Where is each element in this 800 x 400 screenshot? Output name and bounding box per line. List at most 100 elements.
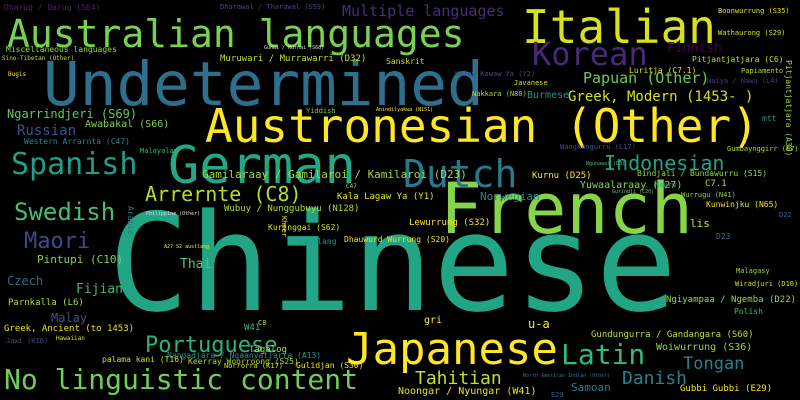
word-latin: Latin: [561, 338, 646, 371]
word-gubbi-gubbi: Gubbi Gubbi (E29): [680, 384, 773, 394]
word-no-linguistic-content: No linguistic content: [4, 363, 359, 396]
word-western-arrarnta: Western Arrarnta (C47): [24, 137, 130, 146]
word-yiddish: Yiddish: [306, 107, 336, 115]
word-ngiyampaa: Ngiyampaa / Ngemba (D22): [666, 295, 797, 305]
word-arabic: Arabic: [126, 206, 135, 235]
word-austlang: austlang: [298, 237, 337, 246]
word-muruwari: Muruwari / Murrawarri (D32): [220, 54, 367, 64]
word-sino-tibetan: Sino-Tibetan (Other): [2, 55, 75, 62]
word-nangadjara: Nangadjara / Ngaanyatjarra (A13): [167, 351, 322, 360]
word-malagasy: Malagasy: [736, 267, 770, 275]
word-dharug: Dharug / Darug (S64): [4, 3, 101, 12]
word-mtt: mtt: [762, 114, 777, 123]
word-austronesian-other: Austronesian (Other): [205, 99, 759, 153]
word-wurrugu: Wurrugu (N41): [681, 191, 736, 199]
word-noongar: Noongar / Nyungar (W41): [398, 386, 537, 397]
word-anindilyakwa: Anindilyakwa (N151): [376, 107, 434, 113]
word-gurindji: Gurindji (C20): [612, 189, 655, 195]
word-nakkara: Nakkara (N80): [472, 90, 527, 98]
word-d23: D23: [716, 232, 731, 241]
word-tagalog: Tagalog: [249, 345, 287, 355]
word-woiwurrung: Woiwurrung (S36): [656, 342, 753, 353]
word-greek-modern: Greek, Modern (1453- ): [568, 89, 754, 105]
word-javanese: Javanese: [514, 79, 548, 87]
word-hawaiian: Hawaiian: [56, 335, 85, 342]
word-portuguese: Portuguese: [145, 333, 278, 358]
word-papiamento: Papiamento: [741, 67, 784, 75]
word-samoan: Samoan: [571, 381, 611, 394]
word-multiple-languages: Multiple languages: [342, 2, 505, 20]
word-lewurrung: Lewurrung (S32): [409, 218, 491, 228]
word-spanish: Spanish: [11, 147, 138, 182]
word-tahitian: Tahitian: [415, 368, 502, 389]
word-greek-ancient: Greek, Ancient (to 1453): [4, 324, 135, 334]
word-pitjantjatjara-c6: Pitjantjatjara (C6): [692, 55, 784, 64]
word-burmese: Burmese: [527, 90, 570, 101]
word-kunwinjku: Kunwinjku (N65): [706, 200, 779, 209]
word-w41: W41: [244, 323, 261, 333]
word-dutch: Dutch: [403, 152, 518, 196]
word-gumbaynggirr: Gumbaynggirr (E7): [727, 145, 799, 153]
word-norwegian: Norwegian: [480, 190, 540, 203]
word-d22: D22: [779, 211, 792, 219]
word-wiradjuri: Wiradjuri (D10): [735, 280, 799, 288]
word-danish: Danish: [622, 368, 688, 389]
word-tongan: Tongan: [683, 354, 745, 374]
word-malay: Malay: [51, 311, 88, 325]
word-boonwurrung: Boonwurrung (S35): [718, 7, 790, 15]
word-pintupi: Pintupi (C10): [37, 253, 124, 266]
word-norrorra: Norrorra (K17): [224, 362, 284, 370]
word-khmer: Khmer: [280, 216, 288, 238]
word-bindjali: Bindjali / Bundawurru (S15): [637, 169, 768, 178]
word-kuringgai: Kuringgai (S62): [268, 223, 341, 232]
word-swedish: Swedish: [14, 198, 116, 226]
word-lis: lis: [690, 217, 710, 230]
word-kalaw-kawaw-ya: Kalaw Kawaw Ya (Y2): [455, 70, 536, 78]
word-c7-1: C7.1: [705, 179, 727, 189]
word-pitjantjatjara-a38: Pitjantjatjara (A38): [784, 60, 793, 157]
word-russian: Russian: [17, 123, 77, 139]
word-gunai: Gunai / Kurnai (S68): [264, 45, 325, 51]
word-sanskrit: Sanskrit: [386, 57, 425, 66]
word-wubuy: Wubuy / Nunggubuyu (N128): [224, 204, 360, 214]
word-chinese: Chinese: [108, 185, 677, 342]
word-gamilaraay: Gamilaraay / Gamilaroi / Kamilaroi (D23): [202, 168, 467, 181]
word-c8: C8: [258, 319, 267, 327]
word-gulidjan: Gulidjan (S30): [296, 361, 364, 370]
word-polish: Polish: [734, 307, 763, 316]
word-parnkalla: Parnkalla (L6): [8, 298, 84, 308]
word-miscellaneous-languages: Miscellaneous languages: [6, 45, 117, 54]
word-thai: Thai: [180, 257, 212, 272]
word-arrernte-c8: Arrernte (C8): [145, 182, 302, 206]
word-dharawal: Dharawal / Tharawal (S59): [220, 3, 326, 11]
word-wathaurong: Wathaurong (S29): [718, 29, 786, 37]
word-philippine: Philippine (Other): [146, 211, 201, 217]
word-wangkangurru: Wangkangurru (L17): [560, 143, 636, 151]
word-french: French: [440, 168, 693, 250]
word-japanese: Japanese: [346, 324, 558, 375]
word-papuan-other: Papuan (Other): [583, 69, 710, 87]
word-kurnu: Kurnu (D25): [532, 171, 592, 181]
word-undetermined: Undetermined: [43, 49, 484, 120]
word-a27-s2: A27 S2 austlang: [164, 244, 210, 250]
word-korean: Korean: [532, 35, 648, 73]
word-u-a: u-a: [528, 317, 550, 331]
word-gundungurra: Gundungurra / Gandangara (S60): [591, 330, 754, 340]
word-yuwaalaraay: Yuwaalaraay (D27): [580, 180, 683, 191]
word-ngarrindjeri: Ngarrindjeri (S69): [7, 107, 138, 121]
word-australian-languages: Australian languages: [7, 12, 465, 56]
word-keerray-woorroong: Keerray Woorroong (S25): [188, 357, 299, 366]
word-naiya: Naiya / Nawu (L4): [707, 77, 779, 85]
word-gri: gri: [424, 315, 443, 326]
word-fijian: Fijian: [76, 282, 123, 297]
word-c47: C47: [346, 183, 357, 190]
word-jawi: Jawi (K16): [6, 337, 49, 345]
word-bugis: Bugis: [8, 71, 27, 78]
word-north-american-indian: North American Indian (Other): [523, 373, 611, 379]
word-ngunawal: Ngunawal (D3): [586, 161, 626, 167]
word-e29: E29: [551, 391, 564, 399]
word-maori: Maori: [24, 229, 91, 254]
word-dhauwurd-wurrung: Dhauwurd Wurrung (S20): [344, 235, 450, 244]
word-luritja: Luritja (C7.1): [629, 66, 697, 75]
